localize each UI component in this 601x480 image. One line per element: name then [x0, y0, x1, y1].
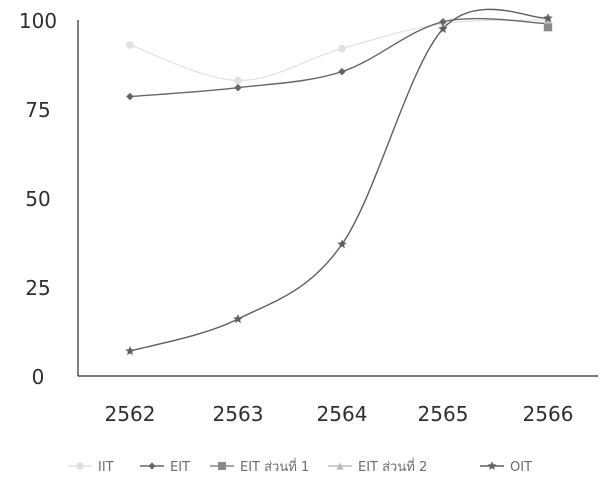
legend-label-oit-4: OIT: [510, 460, 532, 475]
legend-marker-oit-4: [487, 461, 497, 470]
legend: IIT EIT EIT ส่วนที่ 1 EIT ส่วนที่ 2 OIT: [68, 458, 532, 475]
series-point-oit-4-2566: [543, 13, 553, 23]
legend-label-iit-0: IIT: [98, 460, 114, 475]
series-line-oit-4: [129, 8, 549, 352]
legend-item-eit-1: EIT: [140, 460, 190, 475]
y-tick-label-25: 25: [25, 276, 50, 300]
series-oit-4: [125, 8, 553, 356]
series-layer: [125, 8, 553, 356]
series-eit-1: [126, 17, 552, 101]
legend-item-eit-1-2: EIT ส่วนที่ 1: [210, 458, 309, 475]
x-tick-label-2563: 2563: [213, 402, 264, 426]
series-point-eit-1-2564: [338, 67, 346, 76]
x-tick-label-2565: 2565: [418, 402, 469, 426]
series-point-iit-0-2564: [338, 44, 346, 53]
series-point-eit-1-2-2566: [543, 22, 553, 32]
series-point-iit-0-2563: [234, 76, 242, 85]
y-tick-label-50: 50: [25, 187, 50, 211]
legend-marker-eit-2-3: [336, 462, 344, 470]
x-tick-label-2562: 2562: [105, 402, 156, 426]
x-tick-label-2564: 2564: [317, 402, 368, 426]
legend-item-iit-0: IIT: [68, 460, 114, 475]
legend-label-eit-2-3: EIT ส่วนที่ 2: [358, 458, 427, 475]
legend-label-eit-1-2: EIT ส่วนที่ 1: [240, 458, 309, 475]
series-point-eit-1-2562: [126, 92, 134, 101]
series-point-oit-4-2563: [233, 314, 243, 324]
legend-item-eit-2-3: EIT ส่วนที่ 2: [328, 458, 427, 475]
legend-label-eit-1: EIT: [170, 460, 190, 475]
legend-marker-iit-0: [76, 462, 84, 470]
series-point-iit-0-2562: [126, 41, 134, 49]
x-tick-label-2566: 2566: [523, 402, 574, 426]
series-line-eit-1: [129, 17, 549, 98]
series-point-eit-1-2565: [439, 17, 447, 26]
y-tick-label-75: 75: [25, 98, 50, 122]
y-tick-label-0: 0: [32, 365, 45, 389]
series-point-oit-4-2565: [438, 23, 448, 33]
series-eit-1-2: [543, 22, 553, 32]
y-axis-ticks: 0 25 50 75 100: [19, 9, 57, 389]
series-point-eit-1-2563: [234, 83, 242, 92]
legend-marker-eit-1: [148, 462, 156, 470]
y-tick-label-100: 100: [19, 9, 57, 33]
series-point-oit-4-2564: [337, 239, 347, 249]
legend-item-oit-4: OIT: [480, 460, 532, 475]
legend-marker-eit-1-2: [218, 462, 226, 470]
axes: [77, 20, 598, 377]
series-point-oit-4-2562: [125, 346, 135, 356]
x-axis-ticks: 2562 2563 2564 2565 2566: [105, 402, 574, 426]
series-iit-0: [126, 16, 552, 85]
